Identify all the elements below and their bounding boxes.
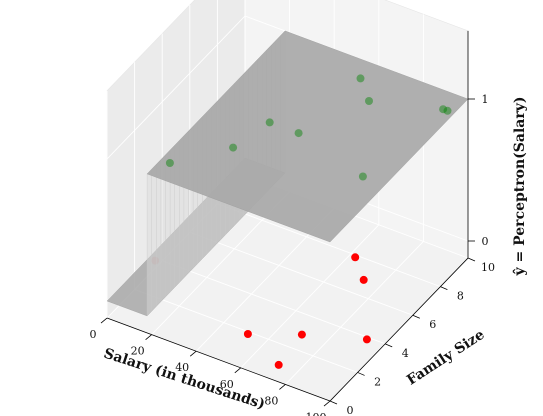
data-point bbox=[356, 74, 365, 83]
floor-grid-line-y bbox=[217, 203, 441, 288]
z-tick-label: 1 bbox=[482, 93, 489, 106]
z-axis-label: ŷ = Perceptron(Salary) bbox=[511, 97, 528, 277]
data-point bbox=[362, 335, 371, 344]
decision-surface bbox=[106, 30, 469, 317]
x-tick-label: 0 bbox=[90, 328, 97, 341]
x-tick bbox=[279, 384, 286, 390]
x-axis-line bbox=[106, 317, 331, 402]
floor-grid-line-x bbox=[285, 241, 424, 385]
x-tick bbox=[323, 400, 331, 407]
tick-labels: 020406080100024681001 bbox=[90, 93, 496, 416]
data-point bbox=[229, 143, 238, 152]
y-axis-label: Family Size bbox=[404, 327, 487, 389]
y-tick-label: 4 bbox=[402, 347, 409, 360]
y-axis-line bbox=[329, 257, 469, 402]
x-tick-label: 20 bbox=[131, 345, 145, 358]
data-point bbox=[439, 105, 448, 114]
y-tick-label: 8 bbox=[457, 290, 464, 303]
data-point bbox=[294, 129, 303, 138]
points-in-front bbox=[165, 74, 452, 369]
data-point bbox=[297, 330, 306, 339]
y-tick bbox=[467, 257, 476, 262]
data-point bbox=[274, 360, 283, 369]
floor-grid-line-y bbox=[189, 231, 413, 316]
floor-grid-line-y bbox=[162, 260, 386, 345]
x-tick-label: 60 bbox=[220, 378, 234, 391]
y-tick bbox=[440, 286, 448, 291]
data-point bbox=[359, 275, 368, 284]
data-point bbox=[265, 118, 274, 127]
data-point bbox=[358, 172, 367, 181]
data-point bbox=[351, 253, 360, 262]
y-tick bbox=[385, 343, 393, 348]
y-tick bbox=[357, 372, 365, 376]
x-tick bbox=[189, 350, 197, 357]
y-tick-label: 6 bbox=[429, 318, 436, 331]
y-tick bbox=[412, 314, 420, 319]
data-point bbox=[165, 159, 174, 167]
x-tick bbox=[234, 367, 242, 374]
floor-grid-line-x bbox=[240, 224, 380, 369]
data-point bbox=[243, 330, 252, 338]
y-tick-label: 10 bbox=[481, 261, 495, 274]
data-point bbox=[365, 97, 373, 105]
y-tick bbox=[329, 400, 338, 405]
x-tick-label: 80 bbox=[264, 394, 278, 407]
x-tick-label: 40 bbox=[175, 361, 189, 374]
z-tick-label: 0 bbox=[482, 235, 489, 248]
left-grid-line-z bbox=[106, 15, 246, 160]
x-tick-label: 100 bbox=[306, 411, 327, 416]
y-tick-label: 0 bbox=[347, 404, 354, 416]
y-tick-label: 2 bbox=[374, 375, 381, 388]
x-tick bbox=[100, 317, 108, 324]
data-point bbox=[443, 106, 452, 115]
x-tick bbox=[145, 334, 152, 340]
axes-lines bbox=[100, 30, 476, 407]
